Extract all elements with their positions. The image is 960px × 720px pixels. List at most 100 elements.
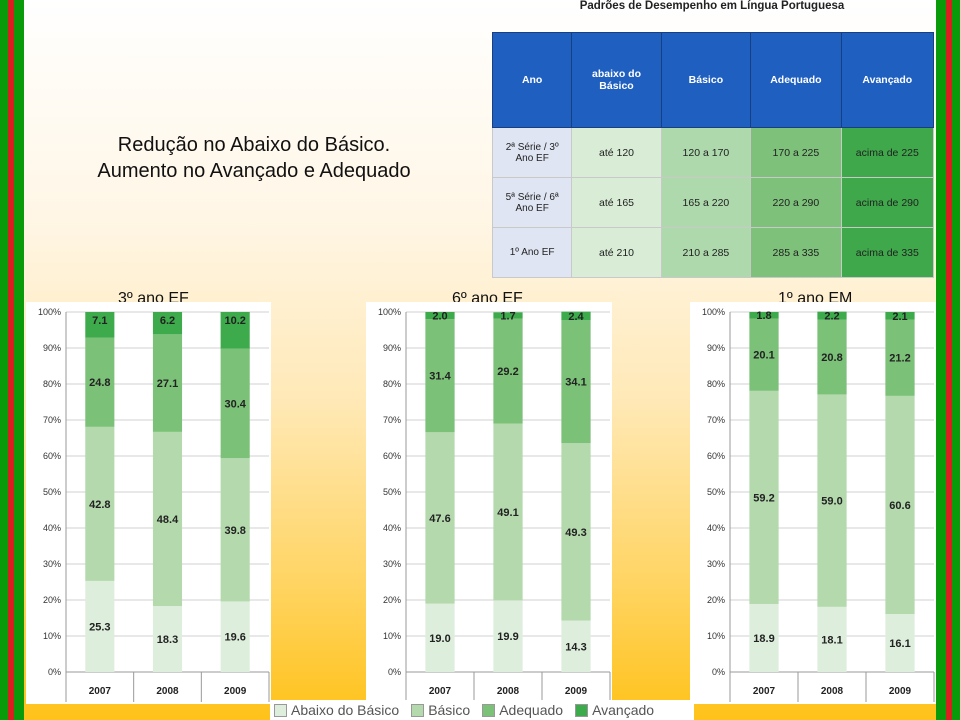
y-tick-label: 60% xyxy=(707,451,725,461)
x-tick-label: 2007 xyxy=(753,686,776,697)
bar-segment xyxy=(152,606,183,672)
table-cell: 285 a 335 xyxy=(750,227,842,278)
data-label: 47.6 xyxy=(429,513,450,525)
data-label: 31.4 xyxy=(429,371,451,383)
y-tick-label: 70% xyxy=(383,415,401,425)
legend-item: Adequado xyxy=(482,702,563,718)
y-tick-label: 30% xyxy=(707,559,725,569)
table-cell: acima de 225 xyxy=(840,127,935,178)
y-tick-label: 0% xyxy=(388,667,401,677)
data-label: 7.1 xyxy=(92,315,107,327)
data-label: 49.3 xyxy=(565,527,586,539)
y-tick-label: 60% xyxy=(43,451,61,461)
bar-segment xyxy=(885,319,915,396)
y-tick-label: 0% xyxy=(48,667,61,677)
bar-segment xyxy=(220,601,250,672)
table-title: Padrões de Desempenho em Língua Portugue… xyxy=(579,0,845,12)
y-tick-label: 70% xyxy=(43,415,61,425)
data-label: 42.8 xyxy=(89,499,110,511)
table-header-cell: Básico xyxy=(660,32,752,128)
bar-segment xyxy=(749,390,779,604)
data-label: 2.1 xyxy=(892,311,907,323)
data-label: 25.3 xyxy=(89,621,110,633)
y-tick-label: 10% xyxy=(383,631,401,641)
data-label: 59.0 xyxy=(821,496,842,508)
table-header-cell: abaixo do Básico xyxy=(571,32,662,128)
slide-content: Redução no Abaixo do Básico. Aumento no … xyxy=(24,0,936,720)
legend-swatch xyxy=(575,703,589,717)
data-label: 10.2 xyxy=(224,315,245,327)
data-label: 27.1 xyxy=(157,378,178,390)
bar-segment xyxy=(561,620,591,672)
chart-legend: Abaixo do Básico Básico Adequado Avançad… xyxy=(270,700,694,720)
bar-segment xyxy=(85,312,115,338)
performance-table: Ano abaixo do Básico Básico Adequado Ava… xyxy=(491,32,935,278)
chart-svg: 0% 10% 20% 30% 40% 50% 60% 70% 80% 90% 100% 25.3 42.… xyxy=(38,307,270,702)
data-label: 34.1 xyxy=(565,377,586,389)
bar-segment xyxy=(817,319,847,395)
data-label: 18.3 xyxy=(157,634,178,646)
legend-label: Avançado xyxy=(592,702,655,718)
bar-segment xyxy=(817,394,847,607)
bar-segment xyxy=(152,312,183,335)
table-row: 5ª Série / 6ª Ano EF até 165 165 a 220 2… xyxy=(491,177,935,228)
legend-item: Básico xyxy=(411,702,470,718)
data-label: 49.1 xyxy=(497,507,518,519)
table-cell: 170 a 225 xyxy=(750,127,842,178)
y-tick-label: 90% xyxy=(383,343,401,353)
bar-segment xyxy=(561,320,591,444)
bar-segment xyxy=(493,600,523,672)
legend-label: Abaixo do Básico xyxy=(291,702,400,718)
bar-segment xyxy=(749,603,779,672)
legend-swatch xyxy=(274,703,287,717)
bar-segment xyxy=(885,395,915,615)
bar-segment xyxy=(561,443,591,621)
y-tick-label: 80% xyxy=(707,379,725,389)
table-header-cell: Avançado xyxy=(840,32,935,128)
y-tick-label: 50% xyxy=(383,487,401,497)
y-tick-label: 40% xyxy=(383,523,401,533)
headline-line1: Redução no Abaixo do Básico. xyxy=(117,134,391,156)
y-tick-label: 90% xyxy=(43,343,61,353)
data-label: 18.9 xyxy=(753,633,774,645)
y-tick-label: 40% xyxy=(43,523,61,533)
y-tick-label: 70% xyxy=(707,415,725,425)
headline-line2: Aumento no Avançado e Adequado xyxy=(97,160,411,182)
y-tick-label: 80% xyxy=(43,379,61,389)
y-tick-label: 10% xyxy=(43,631,61,641)
x-tick-label: 2008 xyxy=(156,686,179,697)
bar-segment xyxy=(749,318,779,391)
bar-segment xyxy=(885,312,915,320)
data-label: 20.1 xyxy=(753,350,774,362)
bar-segment xyxy=(85,426,115,581)
headline: Redução no Abaixo do Básico. Aumento no … xyxy=(54,132,454,184)
x-tick-label: 2009 xyxy=(565,686,588,697)
stacked-bar-chart-3ano: 0% 10% 20% 30% 40% 50% 60% 70% 80% 90% 100% 25.3 42.… xyxy=(26,302,271,704)
left-red-stripe xyxy=(8,0,14,720)
y-tick-label: 0% xyxy=(712,667,725,677)
table-cell: 165 a 220 xyxy=(660,177,752,228)
stacked-bar-chart-6ano: 0% 10% 20% 30% 40% 50% 60% 70% 80% 90% 100% 19.0 47.… xyxy=(366,302,612,704)
bar-segment xyxy=(85,337,115,427)
table-cell: 120 a 170 xyxy=(660,127,752,178)
legend-item: Avançado xyxy=(575,702,654,718)
bar-segment xyxy=(220,312,250,349)
x-tick-label: 2007 xyxy=(429,686,452,697)
bar-segment xyxy=(220,348,250,459)
bar-segment xyxy=(152,431,183,607)
data-label: 2.2 xyxy=(824,311,839,323)
bar-segment xyxy=(493,312,523,319)
y-tick-label: 60% xyxy=(383,451,401,461)
table-cell: 1º Ano EF xyxy=(491,227,573,278)
bar-segment xyxy=(493,318,523,424)
table-cell: até 210 xyxy=(571,227,662,278)
bar-segment xyxy=(817,311,847,320)
y-tick-label: 100% xyxy=(38,307,61,317)
data-label: 14.3 xyxy=(565,641,586,653)
table-cell: até 120 xyxy=(571,127,662,178)
table-cell: acima de 290 xyxy=(840,177,935,228)
bar-segment xyxy=(152,334,183,432)
table-row: 1º Ano EF até 210 210 a 285 285 a 335 ac… xyxy=(491,227,935,278)
table-header-cell: Adequado xyxy=(750,32,842,128)
